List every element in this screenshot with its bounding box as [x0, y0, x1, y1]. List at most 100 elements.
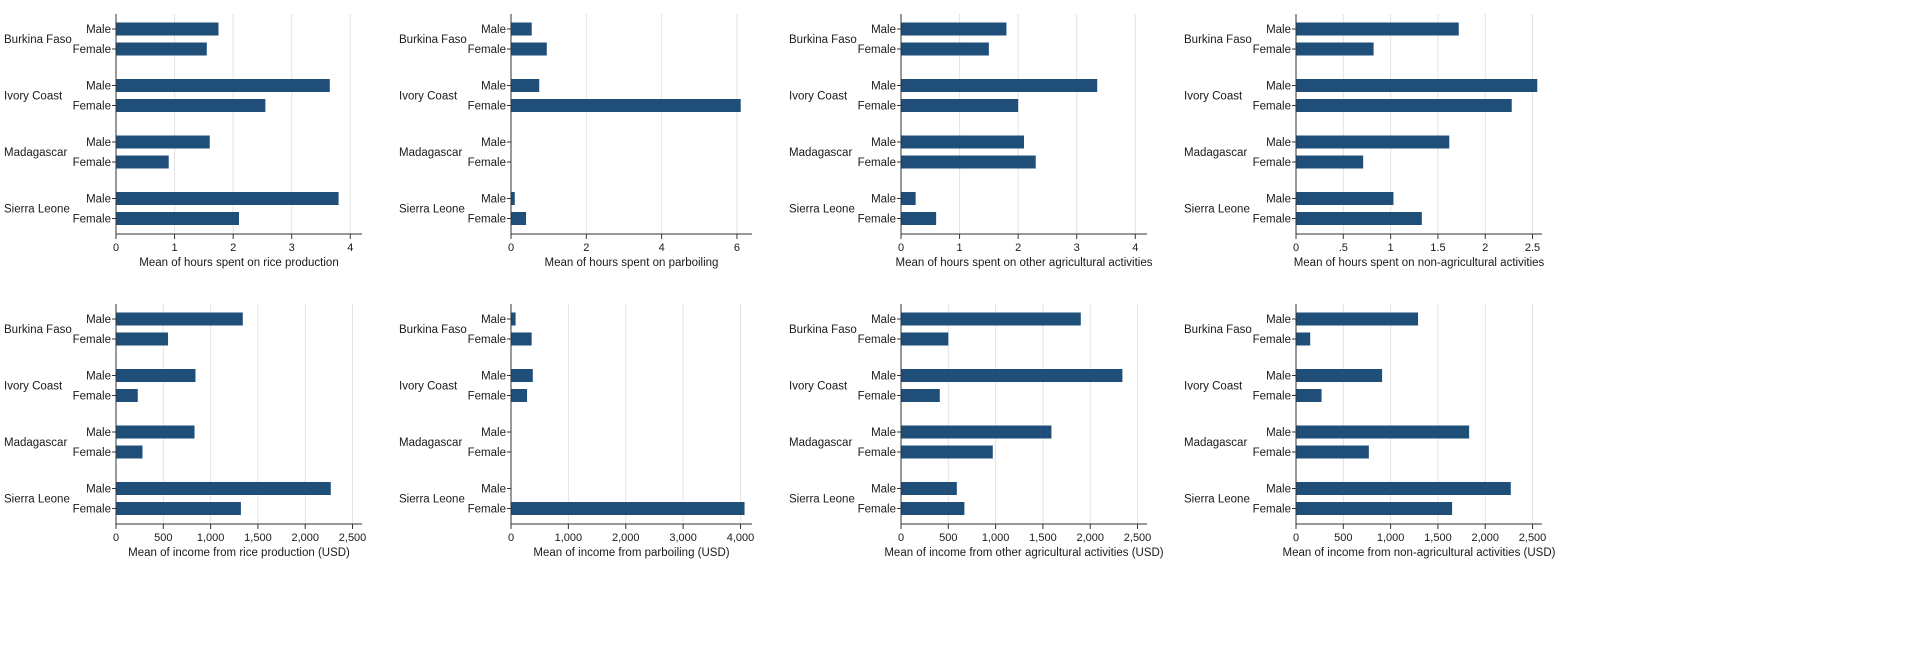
panel-income-rice-production: Burkina Faso Male Female Ivory Coast Male Fem… — [0, 290, 390, 560]
country-label-sierra-leone: Sierra Leone — [1184, 494, 1250, 506]
bar-madagascar-female — [901, 445, 993, 459]
x-tick-label: 2,000 — [1076, 532, 1104, 544]
gender-label-female: Female — [858, 214, 896, 226]
x-tick-label: 0 — [508, 532, 514, 544]
gender-label-female: Female — [1253, 447, 1291, 459]
x-axis-title: Mean of hours spent on other agricultura… — [896, 257, 1153, 269]
gender-label-female: Female — [858, 157, 896, 169]
country-label-burkina-faso: Burkina Faso — [4, 34, 72, 46]
gender-label-female: Female — [73, 157, 111, 169]
bar-ivory-coast-male — [901, 79, 1098, 92]
bar-ivory-coast-male — [116, 79, 330, 92]
x-tick-label: 500 — [939, 532, 957, 544]
gender-label-female: Female — [1253, 334, 1291, 346]
bar-burkina-faso-male — [901, 22, 1007, 36]
x-tick-label: 2,000 — [1471, 532, 1499, 544]
bar-sierra-leone-female — [116, 502, 241, 515]
country-label-sierra-leone: Sierra Leone — [789, 494, 855, 506]
gender-label-female: Female — [468, 334, 506, 346]
x-tick-label: 1,500 — [1029, 532, 1057, 544]
country-label-burkina-faso: Burkina Faso — [4, 324, 72, 336]
bar-burkina-faso-female — [511, 42, 547, 56]
x-axis-title: Mean of income from other agricultural a… — [884, 547, 1163, 559]
bar-madagascar-male — [901, 425, 1052, 439]
gender-label-female: Female — [858, 44, 896, 56]
gender-label-male: Male — [86, 137, 111, 149]
x-axis-title: Mean of income from non-agricultural act… — [1283, 547, 1556, 559]
x-tick-label: 3 — [289, 242, 295, 254]
chart-svg: Burkina Faso Male Female Ivory Coast Male Fem… — [1184, 304, 1556, 559]
country-label-madagascar: Madagascar — [4, 437, 67, 449]
gender-label-female: Female — [73, 334, 111, 346]
gender-label-female: Female — [73, 504, 111, 516]
bar-ivory-coast-female — [1296, 389, 1322, 402]
country-label-burkina-faso: Burkina Faso — [789, 324, 857, 336]
bar-burkina-faso-male — [1296, 22, 1459, 36]
country-label-ivory-coast: Ivory Coast — [4, 91, 63, 103]
bar-ivory-coast-male — [901, 369, 1123, 382]
bar-sierra-leone-male — [901, 192, 916, 205]
x-tick-label: 2,500 — [1519, 532, 1547, 544]
gender-label-female: Female — [468, 447, 506, 459]
gender-label-male: Male — [86, 427, 111, 439]
bar-madagascar-male — [1296, 135, 1450, 149]
x-tick-label: 3,000 — [669, 532, 697, 544]
bar-madagascar-male — [1296, 425, 1470, 439]
x-tick-label: 1 — [957, 242, 963, 254]
x-tick-label: 3 — [1074, 242, 1080, 254]
chart-svg: Burkina Faso Male Female Ivory Coast Male Fem… — [789, 14, 1153, 269]
country-label-sierra-leone: Sierra Leone — [4, 204, 70, 216]
gender-label-male: Male — [481, 81, 506, 93]
bar-sierra-leone-male — [511, 192, 515, 205]
gender-label-female: Female — [468, 101, 506, 113]
bar-sierra-leone-male — [116, 192, 339, 205]
gender-label-male: Male — [871, 427, 896, 439]
bar-madagascar-female — [1296, 445, 1369, 459]
country-label-ivory-coast: Ivory Coast — [399, 381, 458, 393]
x-tick-label: 2 — [1482, 242, 1488, 254]
gender-label-male: Male — [1266, 194, 1291, 206]
x-tick-label: 1,000 — [555, 532, 583, 544]
bar-ivory-coast-female — [116, 99, 266, 112]
bar-ivory-coast-male — [1296, 369, 1383, 382]
x-tick-label: .5 — [1339, 242, 1348, 254]
country-label-sierra-leone: Sierra Leone — [399, 494, 465, 506]
x-tick-label: 0 — [1293, 242, 1299, 254]
panel-hours-non-agricultural: Burkina Faso Male Female Ivory Coast Male Fem… — [1180, 0, 1570, 270]
gender-label-male: Male — [481, 314, 506, 326]
gender-label-male: Male — [1266, 484, 1291, 496]
bar-ivory-coast-female — [901, 389, 940, 402]
x-tick-label: 1,000 — [197, 532, 225, 544]
x-tick-label: 6 — [734, 242, 740, 254]
country-label-madagascar: Madagascar — [789, 437, 852, 449]
gender-label-male: Male — [86, 314, 111, 326]
gender-label-male: Male — [481, 194, 506, 206]
gender-label-male: Male — [86, 484, 111, 496]
x-tick-label: 1,500 — [1424, 532, 1452, 544]
bar-sierra-leone-female — [1296, 212, 1422, 225]
bar-ivory-coast-male — [1296, 79, 1538, 92]
gender-label-female: Female — [858, 447, 896, 459]
gender-label-male: Male — [871, 194, 896, 206]
x-tick-label: 0 — [1293, 532, 1299, 544]
gender-label-male: Male — [871, 371, 896, 383]
country-label-sierra-leone: Sierra Leone — [789, 204, 855, 216]
x-tick-label: 0 — [898, 532, 904, 544]
bar-ivory-coast-female — [901, 99, 1019, 112]
country-label-madagascar: Madagascar — [399, 437, 462, 449]
gender-label-female: Female — [1253, 44, 1291, 56]
x-tick-label: 2,000 — [291, 532, 319, 544]
gender-label-female: Female — [73, 44, 111, 56]
bar-ivory-coast-female — [116, 389, 138, 402]
country-label-madagascar: Madagascar — [1184, 147, 1247, 159]
country-label-ivory-coast: Ivory Coast — [1184, 91, 1243, 103]
gender-label-female: Female — [1253, 391, 1291, 403]
gender-label-female: Female — [468, 157, 506, 169]
bar-ivory-coast-female — [511, 389, 528, 402]
bar-sierra-leone-female — [1296, 502, 1453, 515]
bar-sierra-leone-male — [1296, 482, 1511, 495]
bar-sierra-leone-female — [901, 502, 965, 515]
panel-income-parboiling: Burkina Faso Male Female Ivory Coast Male Fem… — [395, 290, 780, 560]
panel-income-non-agricultural: Burkina Faso Male Female Ivory Coast Male Fem… — [1180, 290, 1570, 560]
gender-label-female: Female — [468, 504, 506, 516]
